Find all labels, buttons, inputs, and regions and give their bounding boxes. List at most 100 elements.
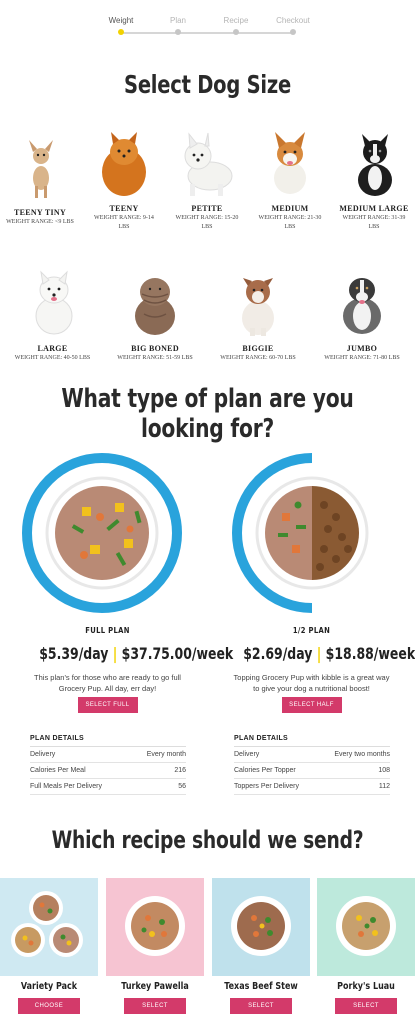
detail-value: 108 [378,767,390,774]
price-per-day: $5.39/day [39,644,109,663]
chihuahua-icon [29,140,53,198]
step-weight[interactable]: Weight [91,14,151,35]
plan-description: This plan's for those who are ready to g… [34,673,181,693]
food-bowl-icon [231,896,291,956]
dog-size-large[interactable]: LARGE WEIGHT RANGE: 40-50 LBS [10,266,95,362]
recipe-card-variety-pack[interactable]: Variety Pack CHOOSE [0,878,98,1014]
step-label: Plan [169,16,186,25]
step-label: Weight [108,16,134,25]
dog-size-name: BIGGIE [242,344,274,353]
step-plan[interactable]: Plan [148,14,208,35]
plan-card-half: 1/2 PLAN $2.69/day | $18.88/week Topping… [224,445,415,795]
australian-shepherd-icon [343,278,381,334]
recipe-card-porkys-luau[interactable]: Porky's Luau SELECT [317,878,415,1014]
dog-weight-range: LBS [118,224,130,230]
step-dot [175,29,181,35]
step-label: Checkout [276,16,310,25]
dog-size-big-boned[interactable]: BIG BONED WEIGHT RANGE: 51-59 LBS [112,266,198,362]
dog-size-name: MEDIUM LARGE [339,204,409,213]
dog-size-medium-large[interactable]: MEDIUM LARGE WEIGHT RANGE: 31-39 LBS [335,126,413,231]
dog-weight-range: LBS [368,224,380,230]
corgi-icon [274,132,306,194]
step-dot [118,29,124,35]
recipe-section-title: Which recipe should we send? [51,826,364,854]
dog-weight-range: WEIGHT RANGE: 9-14 [94,215,154,221]
recipe-image [317,878,415,976]
food-bowl-icon [22,453,182,613]
detail-label: Calories Per Topper [234,767,296,774]
plan-details: PLAN DETAILS Delivery Every month Calori… [30,735,186,795]
pitbull-icon [242,278,274,336]
food-bowl-icon [125,896,185,956]
plan-details-heading: PLAN DETAILS [234,735,390,747]
select-full-button[interactable]: SELECT FULL [77,697,138,713]
plan-detail-row: Calories Per Meal 216 [30,763,186,779]
dog-size-name: LARGE [37,344,68,353]
price-per-week: $18.88/week [325,644,415,663]
plan-name: 1/2 PLAN [292,626,331,635]
recipe-card-turkey-pawella[interactable]: Turkey Pawella SELECT [106,878,204,1014]
select-porkys-luau-button[interactable]: SELECT [335,998,397,1014]
dog-size-biggie[interactable]: BIGGIE WEIGHT RANGE: 60-70 LBS [214,266,302,362]
dog-size-jumbo[interactable]: JUMBO WEIGHT RANGE: 71-80 LBS [318,266,406,362]
plan-image-full [20,445,195,620]
detail-label: Delivery [30,751,56,758]
plan-section-title: What type of plan are you looking for? [61,384,354,444]
recipe-image [212,878,310,976]
plan-price: $2.69/day | $18.88/week [243,644,415,663]
plan-detail-row: Delivery Every month [30,747,186,763]
dog-weight-range: LBS [284,224,296,230]
samoyed-icon [35,270,72,335]
step-checkout[interactable]: Checkout [263,14,323,35]
dog-size-name: BIG BONED [131,344,179,353]
dog-weight-range: WEIGHT RANGE: 31-39 [342,215,406,221]
dog-weight-range: WEIGHT RANGE: 40-50 LBS [14,355,91,361]
plan-price: $5.39/day | $37.75.00/week [39,644,233,663]
dog-weight-range: WEIGHT RANGE: <9 LBS [6,219,74,225]
price-separator: | [316,644,322,663]
plan-details: PLAN DETAILS Delivery Every two months C… [234,735,390,795]
dog-size-medium[interactable]: MEDIUM WEIGHT RANGE: 21-30 LBS [252,126,328,231]
dog-weight-range: WEIGHT RANGE: 71-80 LBS [324,355,400,361]
detail-label: Full Meals Per Delivery [30,783,102,790]
detail-value: Every two months [334,751,390,758]
step-dot [233,29,239,35]
dog-size-name: TEENY TINY [13,208,67,217]
food-bowl-kibble-icon [232,453,369,613]
plan-detail-row: Full Meals Per Delivery 56 [30,779,186,795]
dog-size-name: PETITE [191,204,223,213]
plan-detail-row: Calories Per Topper 108 [234,763,390,779]
recipe-card-texas-beef-stew[interactable]: Texas Beef Stew SELECT [212,878,310,1014]
dog-size-teeny[interactable]: TEENY WEIGHT RANGE: 9-14 LBS [86,126,162,231]
recipe-name: Texas Beef Stew [224,981,298,992]
detail-value: 216 [174,767,186,774]
price-separator: | [112,644,118,663]
plan-detail-row: Delivery Every two months [234,747,390,763]
detail-label: Toppers Per Delivery [234,783,299,790]
dog-size-teeny-tiny[interactable]: TEENY TINY WEIGHT RANGE: <9 LBS [0,130,80,226]
dog-size-name: JUMBO [346,344,378,353]
detail-value: 56 [178,783,186,790]
detail-label: Delivery [234,751,260,758]
choose-variety-pack-button[interactable]: CHOOSE [18,998,80,1014]
plan-name: FULL PLAN [85,626,130,635]
select-texas-beef-stew-button[interactable]: SELECT [230,998,292,1014]
select-half-button[interactable]: SELECT HALF [281,697,342,713]
recipe-image [0,878,98,976]
plan-details-heading: PLAN DETAILS [30,735,186,747]
price-per-week: $37.75.00/week [121,644,234,663]
recipe-name: Porky's Luau [337,981,395,992]
progress-track [121,32,293,34]
step-recipe[interactable]: Recipe [206,14,266,35]
dog-weight-range: WEIGHT RANGE: 15-20 [175,215,239,221]
dog-size-petite[interactable]: PETITE WEIGHT RANGE: 15-20 LBS [169,126,245,231]
select-turkey-pawella-button[interactable]: SELECT [124,998,186,1014]
food-bowl-icon [336,896,396,956]
price-per-day: $2.69/day [243,644,313,663]
dog-weight-range: WEIGHT RANGE: 21-30 [258,215,322,221]
dog-weight-range: WEIGHT RANGE: 60-70 LBS [220,355,296,361]
detail-label: Calories Per Meal [30,767,86,774]
plan-description: Topping Grocery Pup with kibble is a gre… [233,673,390,693]
border-collie-icon [358,134,392,196]
recipe-name: Variety Pack [20,981,78,992]
